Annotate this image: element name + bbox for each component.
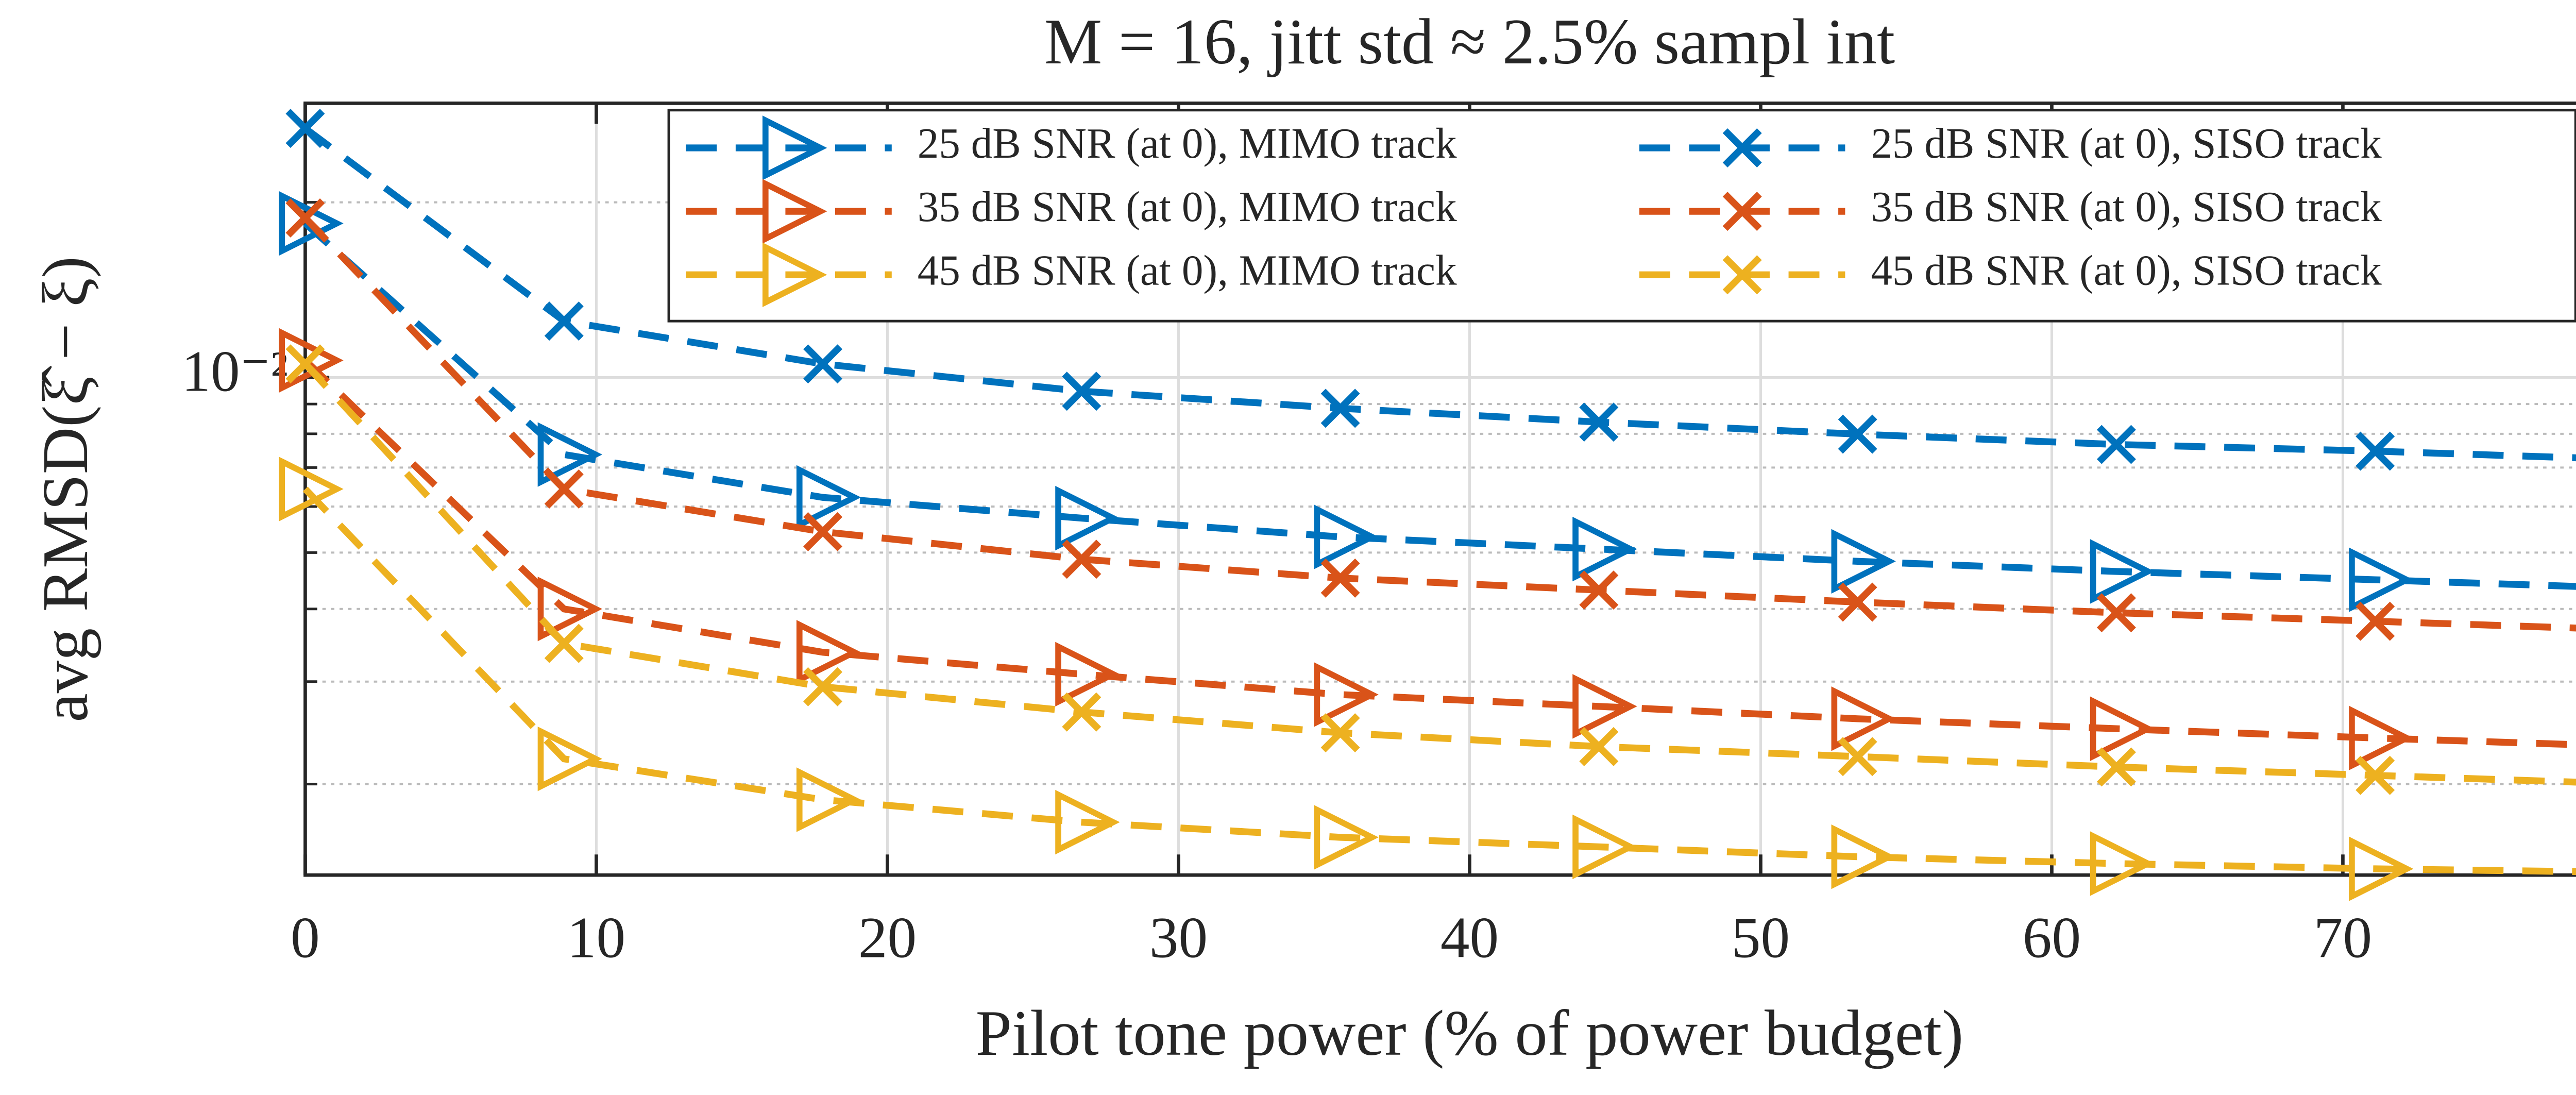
- legend-label: 25 dB SNR (at 0), MIMO track: [918, 120, 1457, 167]
- x-tick-label: 20: [858, 905, 917, 970]
- series-line: [302, 361, 2576, 786]
- marker: [796, 465, 861, 530]
- marker: [1320, 713, 1360, 753]
- marker: [1055, 789, 1120, 855]
- marker: [2096, 747, 2136, 787]
- y-tick-label: 10⁻²: [181, 339, 288, 403]
- x-tick-label: 0: [291, 905, 320, 970]
- marker: [803, 667, 843, 706]
- marker: [544, 624, 584, 663]
- marker: [1572, 516, 1637, 582]
- marker: [1314, 805, 1379, 870]
- legend-label: 35 dB SNR (at 0), MIMO track: [918, 183, 1457, 230]
- marker: [2349, 836, 2414, 901]
- marker: [1722, 128, 1762, 167]
- x-tick-label: 50: [1732, 905, 1790, 970]
- marker: [279, 457, 344, 521]
- marker: [2355, 755, 2395, 795]
- marker: [1320, 558, 1360, 598]
- marker: [1572, 674, 1637, 739]
- series-line: [303, 221, 2576, 590]
- marker: [544, 469, 584, 509]
- marker: [1314, 662, 1379, 727]
- marker: [1838, 737, 1877, 777]
- x-tick-label: 30: [1149, 905, 1208, 970]
- marker: [1062, 692, 1101, 732]
- legend-label: 45 dB SNR (at 0), MIMO track: [918, 246, 1457, 294]
- x-tick-label: 60: [2023, 905, 2081, 970]
- marker: [803, 512, 843, 551]
- marker: [1579, 402, 1619, 442]
- legend-box: [667, 109, 2576, 323]
- marker: [1055, 485, 1120, 551]
- marker: [1579, 570, 1619, 610]
- series-line: [302, 486, 2576, 875]
- marker: [2090, 539, 2155, 604]
- marker: [285, 198, 325, 238]
- marker: [279, 328, 344, 393]
- marker: [2349, 705, 2414, 770]
- marker: [2096, 593, 2136, 633]
- x-tick-label: 10: [567, 905, 625, 970]
- marker: [1314, 504, 1379, 569]
- marker: [762, 179, 827, 244]
- marker: [2355, 431, 2395, 471]
- marker: [1831, 686, 1896, 751]
- marker: [544, 301, 584, 341]
- marker: [537, 577, 603, 642]
- marker: [2349, 547, 2414, 612]
- legend-label: 35 dB SNR (at 0), SISO track: [1871, 183, 2382, 230]
- x-tick-label: 70: [2314, 905, 2372, 970]
- legend-label: 25 dB SNR (at 0), SISO track: [1871, 120, 2382, 167]
- y-axis-label: avg RMSD(ξ̂ − ξ): [29, 256, 101, 722]
- marker: [285, 344, 325, 384]
- series-line: [302, 215, 2576, 632]
- marker: [1579, 727, 1619, 766]
- legend: 25 dB SNR (at 0), MIMO track 35 dB SNR (a…: [667, 109, 2576, 323]
- marker: [1838, 414, 1877, 454]
- x-tick-label: 40: [1440, 905, 1499, 970]
- marker: [803, 344, 843, 384]
- legend-label: 45 dB SNR (at 0), SISO track: [1871, 246, 2382, 294]
- marker: [1055, 642, 1120, 706]
- marker: [537, 422, 603, 487]
- marker: [1062, 540, 1101, 579]
- marker: [762, 242, 827, 307]
- marker: [2090, 696, 2155, 761]
- marker: [796, 767, 861, 832]
- marker: [537, 726, 603, 791]
- series-line: [302, 358, 2576, 748]
- x-axis-label: Pilot tone power (% of power budget): [976, 997, 1964, 1069]
- marker: [1722, 192, 1762, 231]
- marker: [762, 115, 827, 180]
- chart-title: M = 16, jitt std ≈ 2.5% sampl int: [1044, 6, 1895, 78]
- marker: [1831, 824, 1896, 889]
- marker: [1572, 814, 1637, 880]
- marker: [285, 109, 325, 148]
- marker: [1722, 255, 1762, 295]
- marker: [1320, 389, 1360, 428]
- marker: [2096, 425, 2136, 464]
- marker: [1831, 529, 1896, 594]
- series-line: [303, 125, 2576, 462]
- marker: [1062, 372, 1101, 411]
- marker: [796, 620, 861, 685]
- marker: [2090, 831, 2155, 896]
- marker: [1838, 582, 1877, 622]
- marker: [2355, 601, 2395, 641]
